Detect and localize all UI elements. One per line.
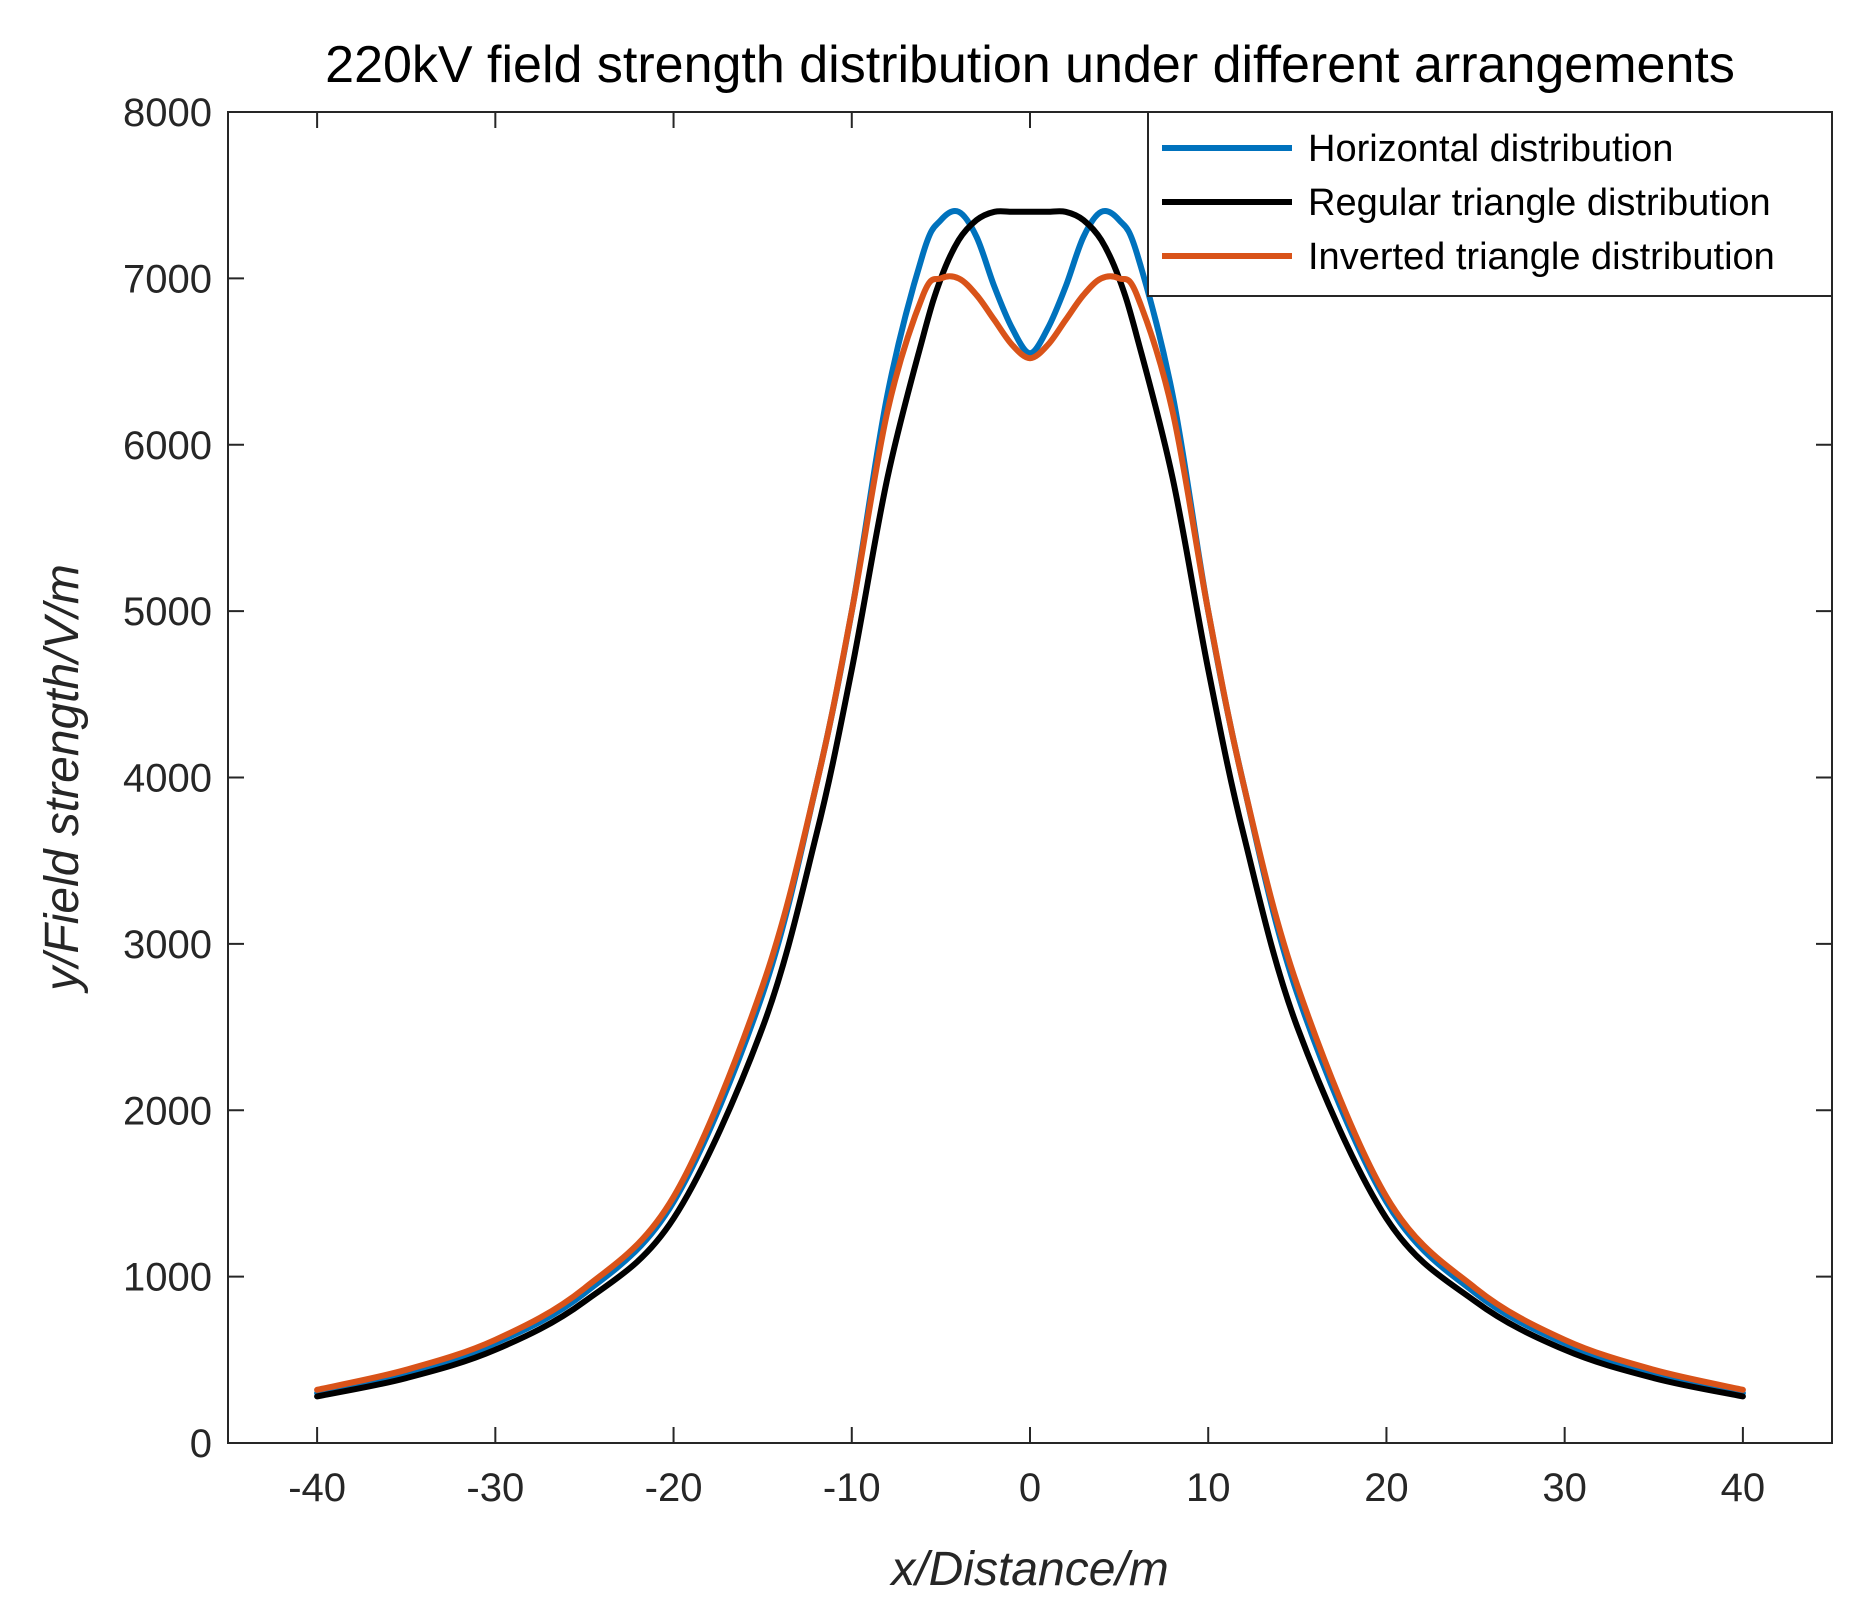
axes-box [227, 111, 1833, 1444]
y-axis-label: y/Field strength/V/m [36, 564, 89, 994]
y-tick-label: 0 [190, 1422, 212, 1466]
series-line-regular-triangle-distribution [314, 208, 1746, 1400]
series-line-inverted-triangle-distribution [314, 273, 1746, 1393]
y-tick-label: 7000 [123, 257, 212, 301]
series-line-horizontal-distribution [314, 207, 1746, 1397]
x-tick-label: 30 [1542, 1466, 1587, 1510]
x-tick-label: 10 [1186, 1466, 1231, 1510]
ticks-layer: -40 -30 -20 -10 0 10 20 30 40 0 1000 2000 3000 4000 50… [123, 91, 1832, 1510]
legend-label-inverted-triangle-distribution: Inverted triangle distribution [1308, 236, 1775, 278]
legend: Horizontal distribution Regular triangle … [1147, 111, 1833, 297]
x-tick-label: -40 [288, 1466, 346, 1510]
x-tick-label: 40 [1721, 1466, 1766, 1510]
y-tick-label: 5000 [123, 590, 212, 634]
plot-area [314, 207, 1746, 1400]
y-tick-label: 2000 [123, 1089, 212, 1133]
x-tick-label: 0 [1019, 1466, 1041, 1510]
chart-title: 220kV field strength distribution under … [325, 36, 1735, 94]
x-tick-label: -10 [823, 1466, 881, 1510]
y-tick-label: 3000 [123, 923, 212, 967]
x-tick-label: -30 [466, 1466, 524, 1510]
x-tick-label: 20 [1364, 1466, 1409, 1510]
legend-label-horizontal-distribution: Horizontal distribution [1308, 128, 1673, 170]
x-tick-label: -20 [645, 1466, 703, 1510]
y-tick-label: 1000 [123, 1256, 212, 1300]
x-axis-label: x/Distance/m [889, 1543, 1168, 1596]
legend-label-regular-triangle-distribution: Regular triangle distribution [1308, 182, 1771, 224]
y-tick-label: 8000 [123, 91, 212, 135]
y-tick-label: 4000 [123, 757, 212, 801]
y-tick-label: 6000 [123, 424, 212, 468]
